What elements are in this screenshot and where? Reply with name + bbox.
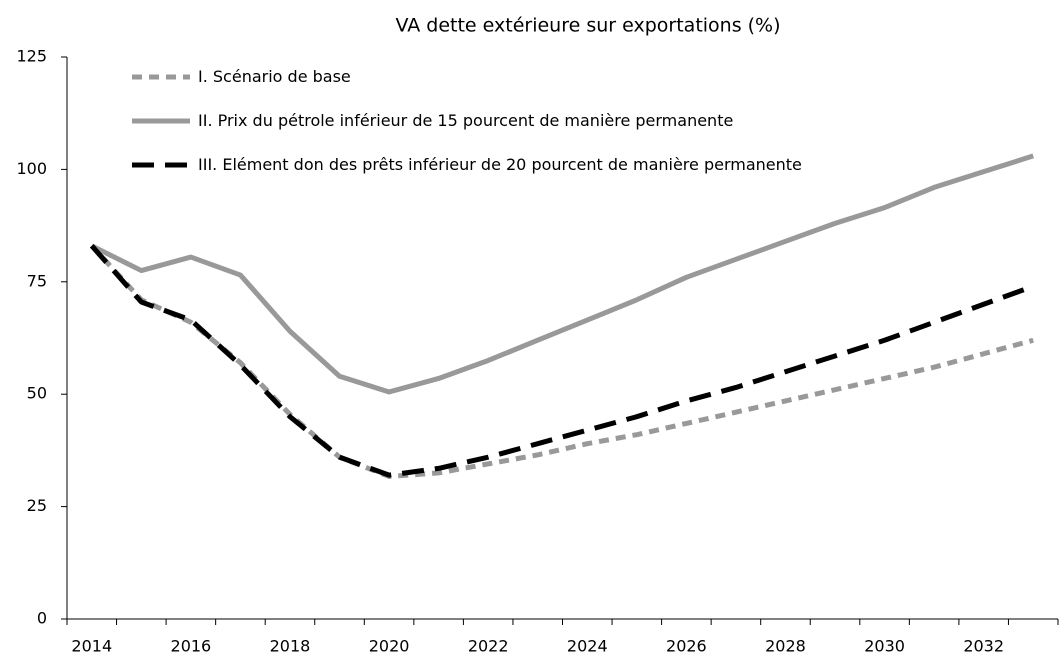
legend-label: I. Scénario de base [198, 67, 351, 86]
legend-swatch [132, 118, 190, 124]
legend-swatch [132, 162, 190, 168]
x-tick-label: 2028 [765, 637, 806, 656]
series-line [89, 244, 1035, 478]
legend: I. Scénario de base II. Prix du pétrole i… [130, 66, 850, 198]
x-tick-label: 2020 [369, 637, 410, 656]
y-tick-label: 100 [16, 159, 47, 178]
chart-title: VA dette extérieure sur exportations (%) [395, 15, 780, 37]
x-tick-label: 2018 [270, 637, 311, 656]
legend-label: II. Prix du pétrole inférieur de 15 pour… [198, 111, 734, 130]
x-tick-label: 2032 [963, 637, 1004, 656]
x-tick-label: 2014 [71, 637, 112, 656]
x-tick-label: 2022 [468, 637, 509, 656]
legend-item: I. Scénario de base [130, 66, 850, 90]
x-tick-label: 2030 [864, 637, 905, 656]
legend-item: III. Elément don des prêts inférieur de … [130, 154, 850, 178]
series-line [90, 153, 1034, 395]
x-tick-label: 2024 [567, 637, 608, 656]
legend-item: II. Prix du pétrole inférieur de 15 pour… [130, 110, 850, 134]
x-tick-label: 2016 [171, 637, 212, 656]
y-tick-label: 75 [27, 271, 47, 290]
x-tick-label: 2026 [666, 637, 707, 656]
y-tick-label: 25 [27, 496, 47, 515]
y-tick-label: 0 [37, 609, 47, 628]
y-tick-label: 125 [16, 47, 47, 66]
y-tick-label: 50 [27, 384, 47, 403]
legend-swatch [132, 74, 190, 80]
legend-label: III. Elément don des prêts inférieur de … [198, 155, 802, 174]
